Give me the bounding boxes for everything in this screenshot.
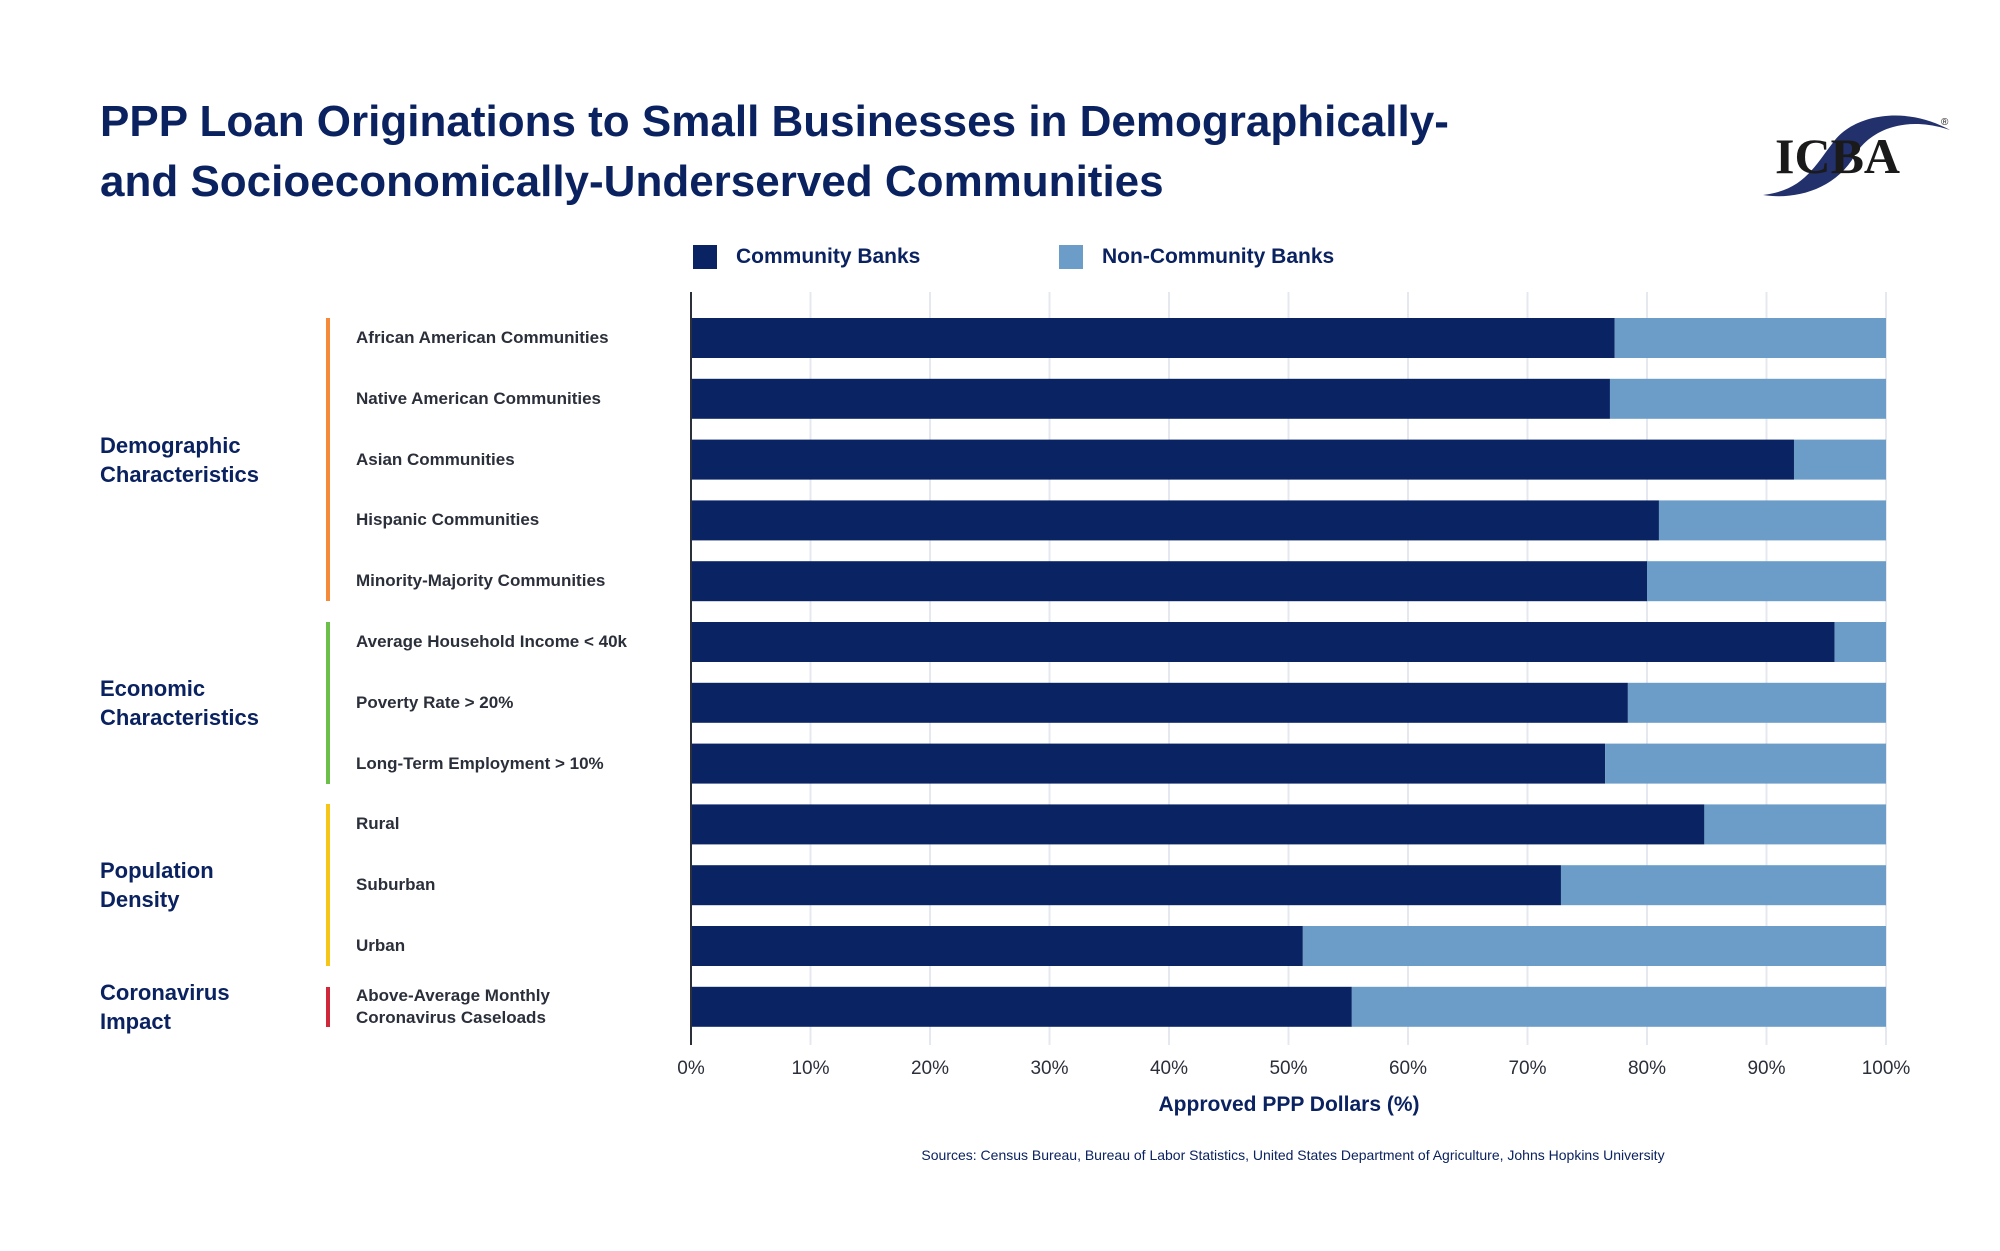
category-label: African American Communities xyxy=(356,328,609,347)
bar-non-community xyxy=(1560,865,1886,906)
legend-label: Non-Community Banks xyxy=(1102,245,1335,268)
group-label: Population Density xyxy=(100,856,214,914)
category-label: Native American Communities xyxy=(356,388,601,408)
legend-swatch-community xyxy=(693,245,717,269)
x-tick-label: 60% xyxy=(1388,1058,1428,1079)
bar-non-community xyxy=(1834,622,1886,662)
category-label: Rural xyxy=(356,814,400,834)
svg-text:ICBA: ICBA xyxy=(1775,128,1900,184)
svg-text:®: ® xyxy=(1941,117,1949,128)
title-line-1: PPP Loan Originations to Small Businesse… xyxy=(100,97,1449,146)
x-axis-title: Approved PPP Dollars (%) xyxy=(1158,1093,1420,1116)
bar-community xyxy=(691,865,1561,906)
bar-community xyxy=(691,804,1705,845)
bar-community xyxy=(691,500,1659,541)
bar-non-community xyxy=(1627,682,1886,723)
bar-non-community xyxy=(1351,986,1886,1027)
group-label-line: Characteristics xyxy=(100,461,259,487)
bar-non-community xyxy=(1302,926,1886,966)
category-label: Suburban xyxy=(356,875,436,895)
chart-title: PPP Loan Originations to Small Businesse… xyxy=(100,92,1700,212)
x-tick-label: 50% xyxy=(1269,1058,1308,1079)
bar-non-community xyxy=(1614,318,1886,358)
x-tick-label: 30% xyxy=(1030,1058,1069,1079)
icba-logo: ICBA ® xyxy=(1763,115,1950,197)
category-label: Poverty Rate > 20% xyxy=(356,692,514,712)
bar-community xyxy=(691,561,1647,602)
x-tick-label: 40% xyxy=(1149,1058,1189,1079)
group-label-line: Coronavirus xyxy=(100,979,230,1005)
bar-community xyxy=(691,439,1794,480)
legend-non-community-banks: Non-Community Banks xyxy=(1059,245,1334,269)
bar-non-community xyxy=(1793,439,1886,480)
group-label-line: Density xyxy=(100,887,180,913)
category-label: Above-Average Monthly Coronavirus Caselo… xyxy=(356,985,550,1027)
bar-non-community xyxy=(1609,378,1886,419)
title-line-2: and Socioeconomically-Underserved Commun… xyxy=(100,157,1164,206)
group-bracket xyxy=(326,986,330,1027)
bar-community xyxy=(691,926,1303,966)
group-label-line: Impact xyxy=(100,1008,171,1034)
category-label: Average Household Income < 40k xyxy=(356,632,627,651)
legend-community-banks: Community Banks xyxy=(693,245,920,269)
group-label: Economic Characteristics xyxy=(100,674,259,732)
x-tick-label: 80% xyxy=(1627,1058,1667,1079)
x-tick-label: 20% xyxy=(910,1058,950,1079)
bar-community xyxy=(691,318,1615,358)
group-label-line: Population xyxy=(100,858,214,884)
bar-non-community xyxy=(1658,500,1886,541)
bar-community xyxy=(691,682,1628,723)
bar-non-community xyxy=(1704,804,1886,845)
source-note: Sources: Census Bureau, Bureau of Labor … xyxy=(921,1147,1665,1163)
category-label: Hispanic Communities xyxy=(356,510,540,530)
bar-community xyxy=(691,743,1606,784)
category-label: Urban xyxy=(356,936,406,955)
x-tick-label: 90% xyxy=(1747,1058,1786,1079)
group-label: Coronavirus Impact xyxy=(100,978,230,1036)
group-label-line: Economic xyxy=(100,675,206,701)
category-label: Minority-Majority Communities xyxy=(356,571,606,591)
group-bracket xyxy=(326,318,330,602)
bar-non-community xyxy=(1605,743,1886,784)
x-tick-label: 0% xyxy=(677,1058,705,1079)
legend-swatch-non-community xyxy=(1059,245,1083,269)
bar-community xyxy=(691,378,1610,419)
x-tick-label: 10% xyxy=(791,1058,830,1079)
group-label: Demographic Characteristics xyxy=(100,431,259,489)
group-label-line: Characteristics xyxy=(100,704,259,730)
bar-non-community xyxy=(1647,561,1886,602)
category-label: Asian Communities xyxy=(356,449,515,469)
x-tick-label: 70% xyxy=(1508,1058,1547,1079)
legend-label: Community Banks xyxy=(736,245,921,268)
group-bracket xyxy=(326,622,330,784)
group-label-line: Demographic xyxy=(100,432,241,458)
category-label: Long-Term Employment > 10% xyxy=(356,753,604,773)
bar-community xyxy=(691,986,1352,1027)
x-tick-label: 100% xyxy=(1861,1058,1911,1079)
bar-community xyxy=(691,622,1835,662)
group-bracket xyxy=(326,804,330,966)
